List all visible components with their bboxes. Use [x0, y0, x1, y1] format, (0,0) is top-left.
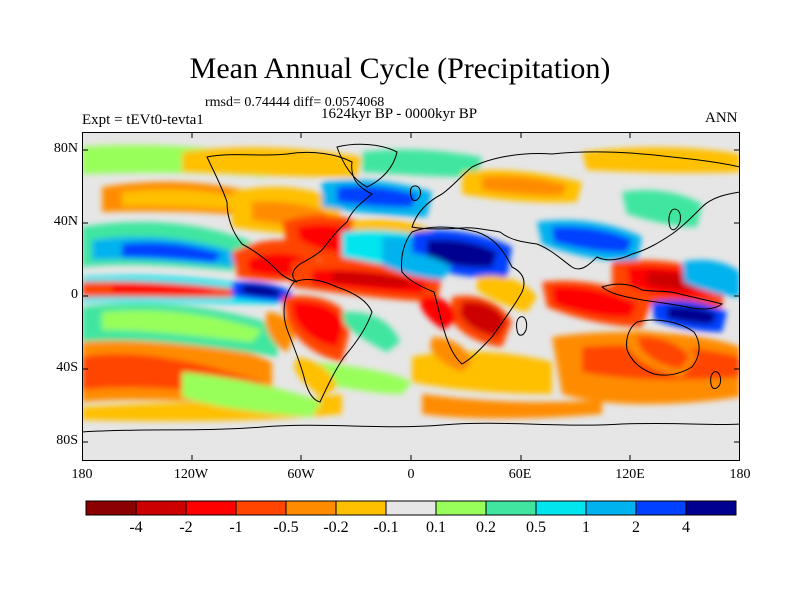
lon-tick-label: 180	[729, 467, 751, 482]
colorbar-swatch	[685, 500, 737, 516]
coastline-new-zealand	[710, 371, 721, 389]
colorbar-label: -4	[129, 519, 143, 536]
colorbar-swatch	[285, 500, 337, 516]
field-patch	[427, 239, 497, 268]
lat-tick-label: 80S	[56, 433, 78, 448]
colorbar-swatch	[535, 500, 587, 516]
colorbar-label: -0.2	[323, 519, 349, 536]
colorbar-swatch	[335, 500, 387, 516]
field-patch	[552, 226, 632, 253]
field-patch	[342, 311, 400, 352]
coastline-north-america	[206, 151, 373, 283]
field-patch	[292, 301, 344, 347]
colorbar-swatch	[85, 500, 137, 516]
coastline-australia	[626, 319, 700, 376]
field-patch	[182, 372, 322, 417]
colorbar-swatch	[185, 500, 237, 516]
coastline-antarctica	[82, 422, 740, 433]
colorbar-label: 0.2	[476, 519, 496, 536]
stats-line: rmsd= 0.74444 diff= 0.0574068	[205, 95, 385, 110]
coastline-japan	[668, 208, 681, 231]
field-patch	[582, 147, 740, 173]
lat-tick-label: 40S	[56, 360, 78, 375]
colorbar	[85, 500, 737, 516]
field-patch	[312, 362, 412, 394]
coastline-greenland	[336, 143, 398, 188]
chart-title: Mean Annual Cycle (Precipitation)	[189, 52, 611, 85]
colorbar-swatch	[435, 500, 487, 516]
field-patch	[422, 394, 602, 419]
season-label: ANN	[705, 110, 738, 126]
colorbar-label: 0.5	[526, 519, 546, 536]
colorbar-label: -0.1	[373, 519, 399, 536]
coastline-uk	[409, 185, 421, 201]
field-patch	[122, 242, 222, 262]
field-patch	[362, 149, 482, 177]
field-patch	[460, 301, 506, 337]
coastline-indonesia	[600, 283, 724, 310]
field-patch	[112, 283, 212, 294]
colorbar-label: -0.5	[273, 519, 299, 536]
colorbar-swatch	[585, 500, 637, 516]
lat-tick-label: 80N	[53, 141, 78, 156]
coastline-eurasia	[411, 151, 740, 270]
lon-tick-label: 0	[407, 467, 415, 482]
field-patch	[637, 336, 690, 369]
field-patch	[332, 271, 412, 287]
coastline-south-america	[283, 279, 373, 403]
colorbar-label: -2	[179, 519, 193, 536]
precipitation-field	[82, 145, 740, 422]
field-patch	[552, 286, 637, 318]
lat-tick-label: 40N	[53, 214, 78, 229]
field-patch	[102, 310, 262, 342]
experiment-label: Expt = tEVt0-tevta1	[82, 112, 204, 128]
field-patch	[622, 190, 702, 227]
colorbar-label: 1	[582, 519, 590, 536]
field-patch	[265, 312, 294, 352]
coastlines	[82, 143, 740, 433]
colorbar-label: -1	[229, 519, 243, 536]
field-patch	[122, 189, 252, 210]
lon-tick-label: 120W	[173, 467, 209, 482]
lon-tick-label: 60W	[287, 467, 315, 482]
colorbar-label: 2	[632, 519, 640, 536]
colorbar-swatch	[235, 500, 287, 516]
colorbar-swatch	[385, 500, 437, 516]
colorbar-swatch	[635, 500, 687, 516]
lon-tick-label: 120E	[615, 467, 645, 482]
field-patch	[382, 251, 452, 280]
period-subtitle: 1624kyr BP - 0000kyr BP	[321, 106, 478, 122]
field-patch	[242, 284, 282, 297]
field-patch	[477, 275, 537, 312]
lon-tick-label: 60E	[508, 467, 532, 482]
colorbar-label: 4	[682, 519, 690, 536]
field-patch	[482, 175, 567, 196]
map-ticks	[82, 132, 740, 461]
lat-tick-label: 0	[71, 287, 78, 302]
field-patch	[294, 357, 337, 397]
colorbar-label: 0.1	[426, 519, 446, 536]
field-patch	[682, 260, 740, 297]
precipitation-map	[82, 132, 740, 461]
field-patch	[420, 296, 456, 330]
field-patch	[667, 306, 717, 324]
colorbar-swatch	[485, 500, 537, 516]
field-patch	[337, 185, 417, 208]
colorbar-swatch	[135, 500, 187, 516]
coastline-madagascar	[516, 316, 528, 336]
coastline-africa	[401, 226, 525, 365]
lon-tick-label: 180	[71, 467, 93, 482]
